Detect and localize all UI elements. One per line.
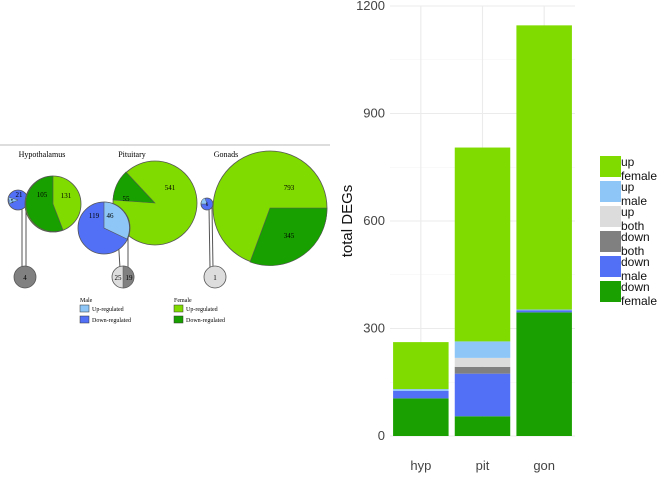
pie-legend-male-down: Down-regulated [92, 318, 131, 324]
bar-segment-pit-down-male [454, 373, 511, 417]
pie-legend-male-up-swatch [79, 304, 90, 313]
hypothalamus-shared-circle: 4 [13, 265, 37, 289]
pituitary-shared-circle: 25 19 [111, 265, 135, 289]
pie-legend-male-down-swatch [79, 315, 90, 324]
gon-female-up-label: 793 [284, 184, 295, 192]
bar-segment-gon-up-male [516, 309, 572, 311]
hypothalamus-male-pie: 21 5 [7, 189, 29, 211]
legend-label-line2: both [621, 219, 644, 233]
legend-label-line1: down [621, 230, 650, 244]
pit-female-up-label: 541 [165, 184, 176, 192]
legend-swatch [600, 206, 621, 227]
bar-segment-pit-up-both [454, 357, 511, 367]
panel-title-pituitary: Pituitary [118, 150, 146, 159]
y-tick-label: 600 [363, 213, 385, 228]
gon-male-down-label: 6 [206, 203, 209, 208]
bar-chart-legend: upfemaleupmaleupbothdownbothdownmaledown… [600, 155, 657, 308]
x-tick-label: hyp [410, 458, 431, 473]
bar-segment-gon-down-male [516, 310, 572, 313]
pie-legend-female-down-swatch [173, 315, 184, 324]
pit-male-down-label: 119 [89, 212, 100, 220]
pie-legend-female-up: Up-regulated [186, 307, 218, 313]
legend-label-line2: female [621, 294, 657, 308]
bar-segment-hyp-up-female [393, 342, 449, 390]
legend-label-line1: up [621, 205, 635, 219]
legend-label-line2: male [621, 269, 647, 283]
legend-swatch [600, 256, 621, 277]
hyp-female-up-label: 131 [61, 192, 72, 200]
x-tick-label: pit [476, 458, 490, 473]
pituitary-male-pie: 119 46 [77, 201, 131, 255]
legend-label-line2: both [621, 244, 644, 258]
pie-legend-male-title: Male [80, 298, 93, 304]
pie-legend-male-up: Up-regulated [92, 307, 124, 313]
pit-shared-up-label: 25 [115, 274, 123, 282]
bar-segment-gon-down-female [516, 312, 572, 436]
bar-segment-gon-up-female [516, 25, 572, 310]
panel-title-gonads: Gonads [214, 150, 238, 159]
panel-title-hypothalamus: Hypothalamus [19, 150, 66, 159]
hypothalamus-female-pie: 105 131 [24, 175, 82, 233]
chart-bars [393, 25, 572, 436]
hyp-female-down-label: 105 [37, 191, 48, 199]
legend-swatch [600, 281, 621, 302]
legend-swatch [600, 156, 621, 177]
y-tick-label: 0 [378, 428, 385, 443]
gonads-male-pie: 6 [200, 197, 214, 211]
pie-legend: Male Up-regulated Down-regulated Female … [79, 298, 225, 324]
pie-legend-female-up-swatch [173, 304, 184, 313]
gonads-shared-circle: 1 [203, 265, 227, 289]
gon-shared-label: 1 [213, 274, 217, 282]
hyp-male-down-label: 21 [16, 191, 24, 199]
pit-female-down-label: 55 [123, 195, 131, 203]
hyp-shared-label: 4 [23, 274, 27, 282]
pie-venn-figure: Hypothalamus Pituitary Gonads 21 5 105 1… [0, 144, 330, 324]
pit-shared-down-label: 19 [126, 274, 134, 282]
bar-segment-pit-up-female [454, 147, 511, 342]
y-tick-label: 900 [363, 106, 385, 121]
x-tick-label: gon [533, 458, 555, 473]
y-tick-label: 300 [363, 321, 385, 336]
pit-male-up-label: 46 [107, 212, 115, 220]
bar-segment-pit-up-male [454, 341, 511, 358]
y-axis-title: total DEGs [339, 185, 356, 258]
gon-female-down-label: 345 [284, 232, 295, 240]
bar-segment-hyp-down-female [393, 398, 449, 436]
y-axis-ticks: 0 300 600 900 1200 [356, 0, 385, 443]
legend-label-line1: down [621, 255, 650, 269]
legend-label-line1: up [621, 155, 635, 169]
legend-swatch [600, 181, 621, 202]
pituitary-female-pie: 541 55 [112, 160, 198, 246]
legend-label-line1: down [621, 280, 650, 294]
x-axis-ticks: hyp pit gon [410, 458, 555, 473]
legend-swatch [600, 231, 621, 252]
hyp-male-up-label: 5 [11, 199, 14, 205]
legend-label-line2: female [621, 169, 657, 183]
bar-segment-hyp-down-male [393, 390, 449, 399]
y-tick-label: 1200 [356, 0, 385, 13]
pie-legend-female-down: Down-regulated [186, 318, 225, 324]
legend-label-line2: male [621, 194, 647, 208]
bar-segment-pit-down-both [454, 366, 511, 374]
bar-segment-pit-down-female [454, 416, 511, 436]
gonads-female-pie: 793 345 [212, 150, 328, 266]
bar-segment-hyp-up-male [393, 389, 449, 391]
pie-legend-female-title: Female [174, 298, 192, 304]
legend-label-line1: up [621, 180, 635, 194]
